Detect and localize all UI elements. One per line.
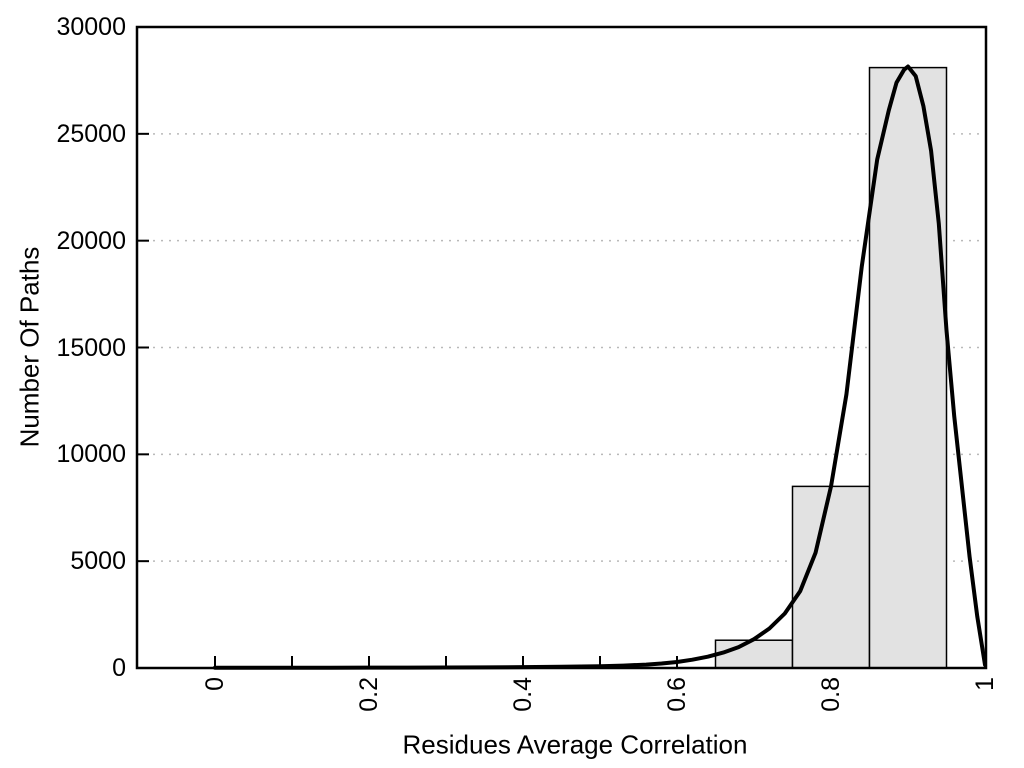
- y-tick-label: 10000: [56, 440, 126, 469]
- x-tick-label: 1: [971, 677, 999, 691]
- x-tick-label: 0.2: [355, 677, 383, 712]
- y-tick-label: 30000: [56, 13, 126, 41]
- y-axis-title: Number Of Paths: [14, 246, 45, 448]
- histogram-bar: [868, 66, 948, 669]
- x-tick-label: 0.8: [817, 677, 845, 712]
- y-tick-label: 20000: [56, 226, 126, 255]
- plot-border: [135, 25, 988, 670]
- y-tick-label: 15000: [56, 333, 126, 362]
- x-tick-label: 0: [201, 677, 229, 691]
- y-tick-label: 25000: [56, 119, 126, 148]
- y-tick-label: 0: [112, 654, 126, 682]
- x-tick-label: 0.6: [663, 677, 691, 712]
- x-axis-title: Residues Average Correlation: [402, 729, 748, 760]
- x-tick-label: 0.4: [509, 677, 537, 712]
- histogram-bar: [714, 639, 794, 669]
- y-tick-label: 5000: [70, 547, 126, 576]
